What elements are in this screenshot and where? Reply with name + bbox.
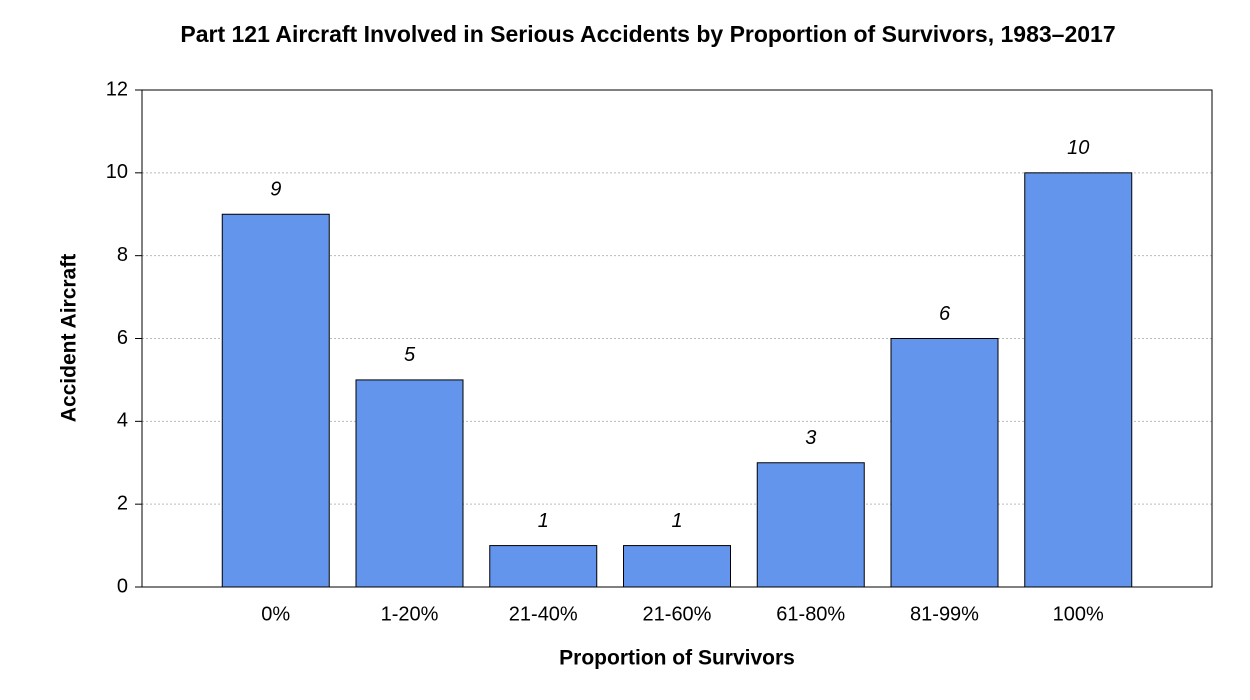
x-tick-label: 81-99% xyxy=(910,603,979,625)
bar xyxy=(355,379,464,588)
y-tick-label: 2 xyxy=(117,492,128,514)
bar xyxy=(1024,172,1133,588)
bar xyxy=(489,545,598,588)
x-tick-label: 1-20% xyxy=(381,603,439,625)
y-tick-label: 0 xyxy=(117,575,128,597)
x-tick-label: 21-40% xyxy=(509,603,578,625)
x-tick-label: 21-60% xyxy=(643,603,712,625)
x-tick-label: 0% xyxy=(261,603,290,625)
y-tick-label: 10 xyxy=(106,161,128,183)
y-tick-label: 8 xyxy=(117,244,128,266)
bar xyxy=(756,462,865,588)
data-label: 1 xyxy=(671,510,682,532)
data-label: 6 xyxy=(939,303,951,325)
data-label: 10 xyxy=(1067,137,1089,159)
y-tick-label: 4 xyxy=(117,410,128,432)
x-axis-label: Proportion of Survivors xyxy=(559,647,795,670)
bar xyxy=(623,545,731,588)
x-tick-label: 100% xyxy=(1053,603,1104,625)
x-tick-label: 61-80% xyxy=(776,603,845,625)
data-label: 3 xyxy=(805,427,816,449)
data-label: 1 xyxy=(538,510,549,532)
bar xyxy=(221,213,330,588)
bar xyxy=(890,338,999,588)
y-axis-label: Accident Aircraft xyxy=(58,254,81,422)
y-tick-label: 6 xyxy=(117,327,128,349)
data-label: 5 xyxy=(404,344,416,366)
data-label: 9 xyxy=(270,179,281,201)
y-tick-label: 12 xyxy=(106,78,128,100)
chart-title: Part 121 Aircraft Involved in Serious Ac… xyxy=(180,21,1115,47)
